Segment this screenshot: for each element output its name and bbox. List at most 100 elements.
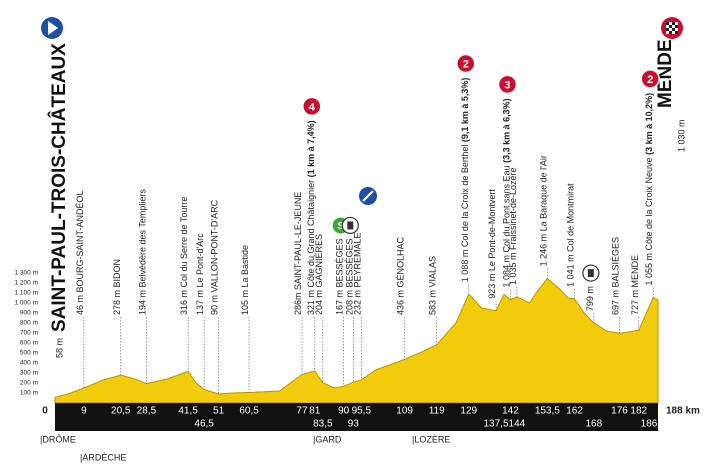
waypoint-name: 1 041 m Col de Montmirat [566,183,576,287]
x-tick-label: 46,5 [194,419,214,430]
climb-marker [456,53,476,74]
waypoint-name: 90 m VALLON-PONT-D'ARC [210,199,220,315]
waypoint-name: 1 035 m Fraissinet-de-Lozère [508,167,518,285]
x-tick-label: 109 [396,406,413,417]
region-label: |LOZÈRE [412,434,450,444]
x-tick-label: 60,5 [239,406,259,417]
waypoint-label: 204 m GAGNIÈRES [314,234,324,315]
x-tick-label: 51 [213,406,225,417]
region-label: |DRÔME [40,434,76,444]
region-label: |GARD [313,434,342,444]
x-tick-label: 9 [81,406,87,417]
x-tick-label: 77 [296,406,308,417]
finish-icon [661,17,683,39]
waypoint-label: 137 m Le Pont-d'Arc [196,233,206,315]
y-tick-label: 600 m [20,340,38,347]
waypoint-label: 286m SAINT-PAUL-LE-JEUNE [293,192,303,315]
x-tick-label: 182 [630,406,647,417]
y-tick-label: 1 100 m [15,290,39,297]
km-band [55,403,658,431]
x-tick-label: 93 [348,419,360,430]
y-tick-label: 400 m [20,360,38,367]
waypoint-label: 583 m VIALAS [428,256,438,315]
start-altitude: 58 m [54,338,64,358]
x-tick-label: 176 [611,406,628,417]
waypoint-label: 208 m BESSÈGES [345,238,355,315]
waypoint-name: 232 m PEYREMALE [353,232,363,315]
y-tick-label: 700 m [20,330,38,337]
climb-marker [640,69,660,89]
climb-category: 3 [504,79,510,91]
climb-category: 2 [463,58,469,70]
waypoint-name: 436 m GÉNOLHAC [396,236,406,315]
x-tick-label: 0 [42,406,48,417]
waypoint-name: 1 246 m La Baraque de l'Air [539,155,549,266]
waypoint-name: 923 m Le Pont-de-Montvert [487,189,497,299]
bonus-icon [359,187,377,205]
climb-detail: (3 km à 10,2%) [645,93,655,155]
waypoint-label: 194 m Belvédère des Templiers [138,189,148,315]
waypoint-name: 697 m BALSIÈGES [611,237,621,315]
waypoint-name: 316 m Col du Serre de Tourre [179,197,189,315]
y-tick-label: 1 300 m [15,270,39,277]
x-tick-label: 129 [460,406,477,417]
waypoint-label: 316 m Col du Serre de Tourre [179,197,189,315]
climb-category: 2 [647,74,653,86]
waypoint-label: 1 041 m Col de Montmirat [566,183,576,287]
waypoint-label: 90 m VALLON-PONT-D'ARC [210,199,220,315]
waypoint-label: 1 055 m Côte de la Croix Neuve (3 km à 1… [645,93,655,286]
waypoint-label: 436 m GÉNOLHAC [396,236,406,315]
waypoint-label: 799 m [585,286,595,311]
waypoint-name: 204 m GAGNIÈRES [314,234,324,315]
climb-category: 4 [309,101,316,113]
x-tick-label: 41,5 [178,406,198,417]
waypoint-label: 1 246 m La Baraque de l'Air [539,155,549,266]
x-tick-label: 144 [509,419,526,430]
waypoint-name: 799 m [585,286,595,311]
x-tick-label: 142 [502,406,519,417]
start-name: SAINT-PAUL-TROIS-CHÂTEAUX [48,43,70,332]
waypoint-label: 278 m BIDON [112,259,122,315]
x-tick-label: 168 [586,419,603,430]
x-tick-label: 83,5 [313,419,333,430]
feed-zone-bag [347,221,354,230]
start-icon [41,17,63,39]
climb-marker [302,96,322,117]
x-tick-label: 90 [338,406,350,417]
waypoint-name: 1 055 m Côte de la Croix Neuve [645,157,655,285]
x-tick-label: 28,5 [137,406,157,417]
waypoint-label: 232 m PEYREMALE [353,232,363,315]
y-tick-label: 800 m [20,320,38,327]
waypoint-name: 167 m BESSÈGES [335,238,345,315]
waypoint-name: 278 m BIDON [112,259,122,315]
y-tick-label: 300 m [20,370,38,377]
waypoint-label: 1 088 m Col de la Croix de Berthel (9,1 … [460,78,470,283]
x-tick-label: 20,5 [111,406,131,417]
waypoint-name: 46 m BOURG-SAINT-ANDÉOL [75,190,85,315]
climb-marker [497,74,518,95]
feed-zone-bag [587,269,594,278]
x-tick-label: 137,5 [484,419,509,430]
waypoint-name: 1 084 m Col du Pont sans Eau [502,165,512,287]
x-tick-label: 188 km [666,406,700,417]
x-tick-label: 186,5 [641,419,666,430]
waypoint-name: 321 m Côte du Grand Châtaignier [306,180,316,315]
y-tick-label: 1 200 m [15,280,39,287]
y-tick-label: 500 m [20,350,38,357]
waypoint-label: 46 m BOURG-SAINT-ANDÉOL [75,190,85,315]
finish-name: MENDE [655,39,676,108]
climb-detail: (1 km à 7,4%) [306,120,316,177]
waypoint-label: 923 m Le Pont-de-Montvert [487,189,497,299]
climb-detail: (9,1 km à 5,3%) [460,78,470,143]
waypoint-name: 208 m BESSÈGES [345,238,355,315]
waypoint-label: 321 m Côte du Grand Châtaignier (1 km à … [306,120,316,315]
waypoint-name: 137 m Le Pont-d'Arc [196,233,206,315]
waypoint-name: 105 m La Bastide [240,245,250,315]
y-tick-label: 1 000 m [15,300,39,307]
y-tick-label: 200 m [20,380,38,387]
waypoint-name: 727 m MENDE [630,255,640,315]
waypoint-name: 583 m VIALAS [428,256,438,315]
waypoint-label: 167 m BESSÈGES [335,238,345,315]
waypoint-label: 1 084 m Col du Pont sans Eau (3,3 km à 6… [502,98,512,287]
